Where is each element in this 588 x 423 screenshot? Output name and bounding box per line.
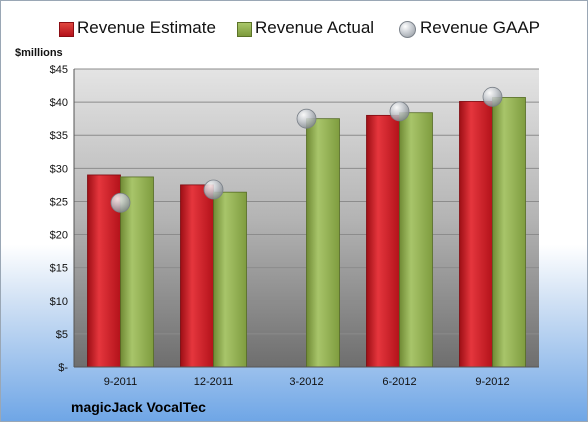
gaap-marker	[203, 179, 224, 200]
x-tick-label: 12-2011	[194, 376, 234, 388]
y-tick-label: $35	[50, 130, 68, 142]
actual-bar	[399, 112, 433, 368]
gaap-marker	[296, 108, 317, 129]
legend-estimate-label: Revenue Estimate	[77, 18, 216, 37]
actual-bar	[213, 191, 247, 368]
x-tick-label: 9-2011	[104, 376, 137, 388]
y-tick-label: $30	[50, 163, 68, 175]
y-tick-label: $40	[50, 97, 68, 109]
x-tick-label: 6-2012	[382, 376, 416, 388]
estimate-bar	[180, 184, 214, 368]
y-axis-unit-label: $millions	[15, 47, 63, 59]
y-tick-label: $15	[50, 263, 68, 275]
gaap-marker	[389, 101, 410, 122]
y-tick-label: $20	[50, 230, 68, 242]
legend-actual-swatch	[237, 22, 252, 37]
legend: Revenue Estimate Revenue Actual Revenue …	[1, 1, 588, 61]
y-tick-label: $-	[58, 362, 68, 374]
legend-gaap-label: Revenue GAAP	[420, 18, 541, 37]
y-tick-label: $5	[56, 329, 68, 341]
legend-gaap-swatch	[399, 21, 416, 38]
y-tick-label: $45	[50, 64, 68, 76]
gaap-marker	[110, 192, 131, 213]
legend-actual-label: Revenue Actual	[255, 18, 375, 37]
company-name: magicJack VocalTec	[71, 399, 206, 415]
legend-estimate-swatch	[59, 22, 74, 37]
estimate-bar	[459, 101, 493, 368]
actual-bar	[306, 118, 340, 368]
y-tick-label: $25	[50, 196, 68, 208]
gaap-marker	[482, 86, 503, 107]
y-tick-label: $10	[50, 296, 68, 308]
actual-bar	[492, 97, 526, 368]
x-tick-label: 3-2012	[289, 376, 323, 388]
x-tick-label: 9-2012	[475, 376, 509, 388]
estimate-bar	[366, 114, 400, 368]
